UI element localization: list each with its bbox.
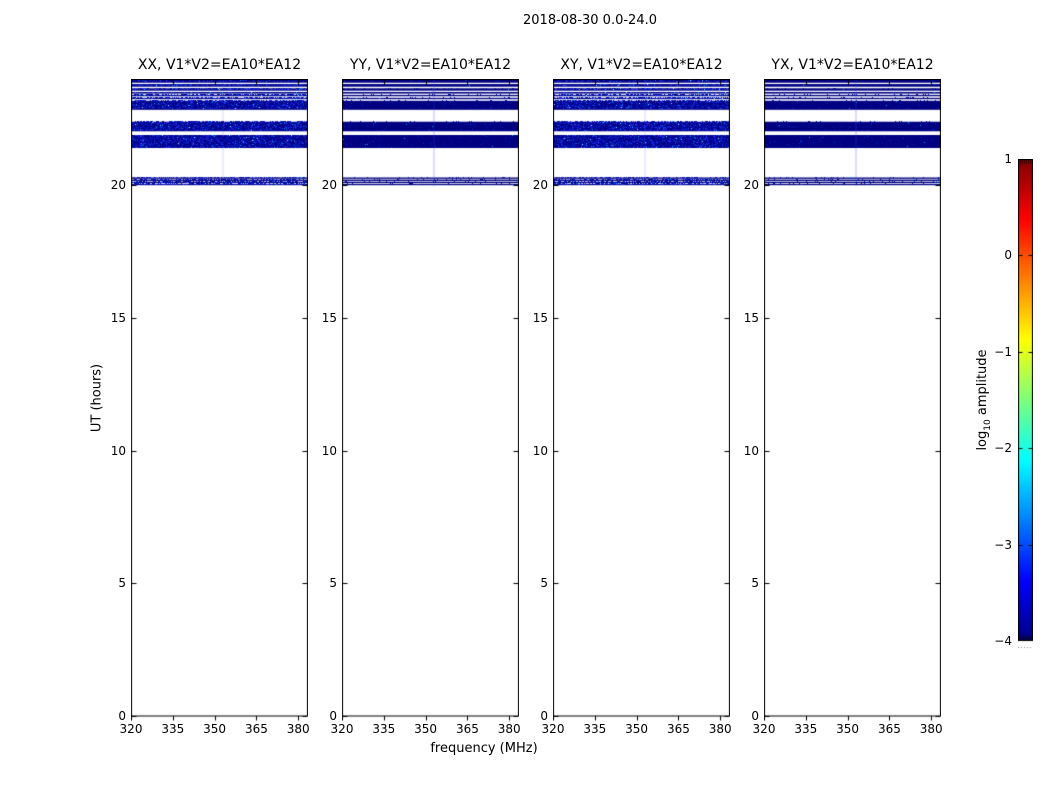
x-tick-label: 350 (836, 722, 860, 736)
x-tick-label: 350 (625, 722, 649, 736)
y-tick-label: 0 (329, 709, 337, 723)
x-tick-label: 380 (497, 722, 521, 736)
x-tick-label: 380 (286, 722, 310, 736)
y-tick-label: 15 (532, 310, 548, 325)
colorbar-tick-label: 0 (1004, 248, 1012, 263)
x-tick-label: 335 (583, 722, 607, 736)
y-tick-label: 5 (118, 576, 126, 591)
x-tick-label: 335 (161, 722, 185, 736)
panel-title-xx: XX, V1*V2=EA10*EA12 (137, 57, 302, 73)
panel-heatmap-xx (131, 79, 308, 722)
x-tick-label: 335 (794, 722, 818, 736)
x-tick-label: 320 (330, 722, 354, 736)
panel-title-yy: YY, V1*V2=EA10*EA12 (349, 57, 512, 73)
x-tick-label: 365 (244, 722, 268, 736)
colorbar-tick-label: −1 (994, 344, 1012, 359)
x-tick-label: 380 (708, 722, 732, 736)
panel-heatmap-xy (553, 79, 730, 722)
y-tick-label: 15 (110, 310, 126, 325)
colorbar-tick-label: −4 (994, 634, 1012, 648)
x-axis-label: frequency (MHz) (430, 741, 538, 756)
figure-title: 2018-08-30 0.0-24.0 (523, 13, 657, 28)
y-tick-label: 5 (329, 576, 337, 591)
colorbar-tick-label: 1 (1004, 152, 1012, 166)
y-tick-label: 5 (751, 576, 759, 591)
colorbar-label-sub: 10 (982, 419, 993, 431)
y-tick-label: 20 (532, 178, 548, 193)
panel-title-yx: YX, V1*V2=EA10*EA12 (771, 57, 934, 73)
y-tick-label: 10 (532, 443, 548, 458)
colorbar-label: log10 amplitude (975, 349, 993, 450)
y-tick-label: 20 (743, 178, 759, 193)
y-tick-label: 5 (540, 576, 548, 591)
y-tick-label: 0 (540, 709, 548, 723)
colorbar-label-suffix: amplitude (975, 349, 991, 420)
y-tick-label: 10 (110, 443, 126, 458)
x-tick-label: 320 (119, 722, 143, 736)
y-tick-label: 20 (110, 178, 126, 193)
y-tick-label: 0 (751, 709, 759, 723)
colorbar-label-prefix: log (975, 430, 991, 451)
y-axis-label: UT (hours) (89, 363, 105, 433)
panel-heatmap-yx (764, 79, 941, 722)
colorbar-canvas (1018, 159, 1033, 651)
x-tick-label: 365 (455, 722, 479, 736)
x-tick-label: 350 (203, 722, 227, 736)
x-tick-label: 365 (877, 722, 901, 736)
x-tick-label: 335 (372, 722, 396, 736)
colorbar-tick-label: −3 (994, 537, 1012, 552)
x-tick-label: 350 (414, 722, 438, 736)
x-tick-label: 380 (919, 722, 943, 736)
panel-heatmap-yy (342, 79, 519, 722)
y-tick-label: 15 (321, 310, 337, 325)
y-tick-label: 20 (321, 178, 337, 193)
panel-title-xy: XY, V1*V2=EA10*EA12 (560, 57, 723, 73)
colorbar-tick-label: −2 (994, 441, 1012, 456)
y-tick-label: 10 (743, 443, 759, 458)
x-tick-label: 320 (541, 722, 565, 736)
y-tick-label: 0 (118, 709, 126, 723)
y-tick-label: 15 (743, 310, 759, 325)
x-tick-label: 365 (666, 722, 690, 736)
y-tick-label: 10 (321, 443, 337, 458)
x-tick-label: 320 (752, 722, 776, 736)
